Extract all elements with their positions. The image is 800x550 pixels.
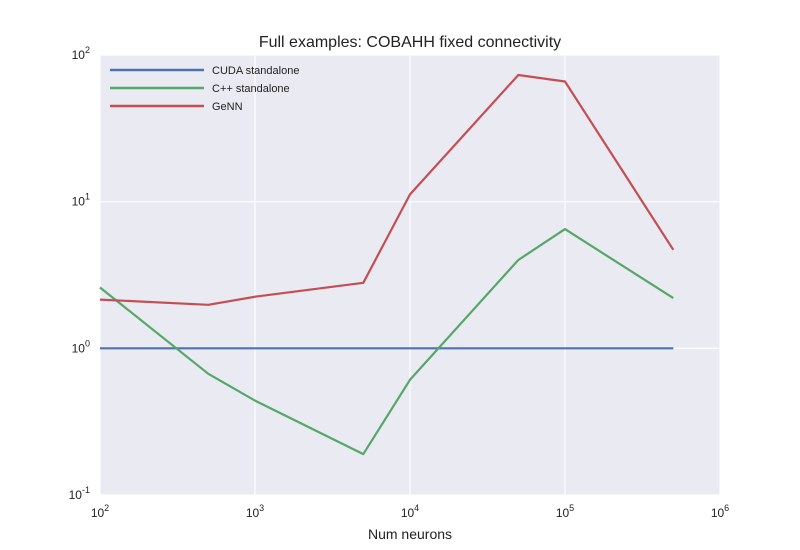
legend: CUDA standalone C++ standalone GeNN (110, 65, 299, 113)
x-tick-label: 104 (401, 503, 419, 520)
x-tick-label: 102 (91, 503, 109, 520)
series-lines (99, 73, 675, 456)
y-tick-label: 100 (72, 338, 90, 355)
chart-title: Full examples: COBAHH fixed connectivity (259, 34, 561, 51)
legend-label: C++ standalone (212, 83, 290, 95)
x-tick-label: 105 (556, 503, 574, 520)
x-tick-label: 106 (711, 503, 729, 520)
y-tick-label: 10-1 (69, 485, 90, 502)
series-line-genn (99, 73, 675, 306)
series-line-cpp-standalone (99, 228, 674, 456)
x-tick-label: 103 (246, 503, 264, 520)
y-tick-label: 102 (72, 45, 90, 62)
x-axis-label: Num neurons (368, 526, 452, 542)
y-tick-label: 101 (72, 192, 90, 209)
axis-ticks: 102 103 104 105 106 10-1 100 101 102 (69, 45, 730, 520)
legend-label: CUDA standalone (212, 65, 299, 77)
legend-label: GeNN (212, 101, 243, 113)
